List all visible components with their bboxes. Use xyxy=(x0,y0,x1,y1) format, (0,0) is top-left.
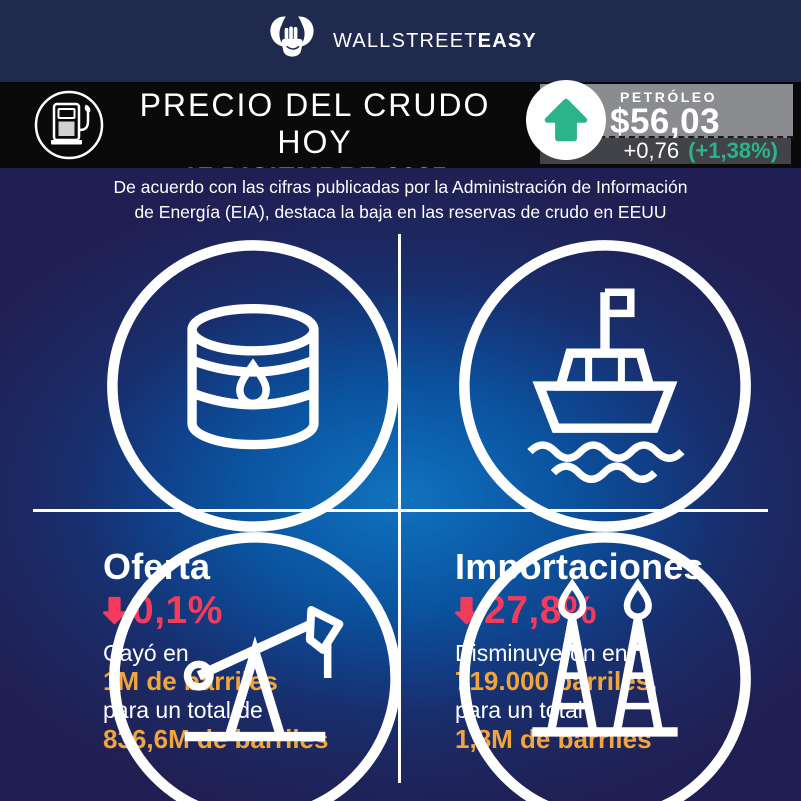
brand-wordmark: WALLSTREETEASY xyxy=(333,30,537,53)
asset-label: PETRÓLEO xyxy=(620,89,718,105)
brand-wordmark-regular: WALLSTREET xyxy=(333,29,478,52)
horizontal-divider xyxy=(33,509,768,512)
cargo-ship-icon xyxy=(455,240,755,540)
fuel-pump-icon xyxy=(33,89,105,161)
bull-fist-logo-icon xyxy=(264,13,320,69)
price-change-percent: (+1,38%) xyxy=(688,138,778,163)
stat-card-utilizacion-refinerias: Utilizaciónde refinerías 0,3% Creció has… xyxy=(455,528,755,801)
vertical-divider xyxy=(398,234,401,783)
price-value: $56,03 xyxy=(610,102,721,141)
intro-line-1: De acuerdo con las cifras publicadas por… xyxy=(113,177,688,197)
oil-barrel-icon xyxy=(103,240,403,540)
intro-text: De acuerdo con las cifras publicadas por… xyxy=(0,175,801,225)
price-up-arrow-icon xyxy=(526,80,606,160)
stat-line: Disminuyeron en xyxy=(455,639,628,666)
price-banner: PRECIO DEL CRUDO HOY 17 DICIEMBRE 2025 P… xyxy=(0,80,801,192)
stats-section: De acuerdo con las cifras publicadas por… xyxy=(0,168,801,801)
stat-line: para un total xyxy=(455,697,583,724)
stat-card-produccion: Producción 0,07% Bajó en 10.000 barriles… xyxy=(105,528,405,801)
down-arrow-icon xyxy=(103,597,126,625)
price-block: PETRÓLEO $56,03 +0,76 (+1,38%) xyxy=(526,80,801,168)
header: WALLSTREETEASY xyxy=(0,0,801,82)
banner-title: PRECIO DEL CRUDO HOY xyxy=(139,87,491,160)
price-change-absolute: +0,76 xyxy=(623,138,680,163)
brand-wordmark-bold: EASY xyxy=(477,29,537,52)
intro-line-2: de Energía (EIA), destaca la baja en las… xyxy=(134,202,667,222)
